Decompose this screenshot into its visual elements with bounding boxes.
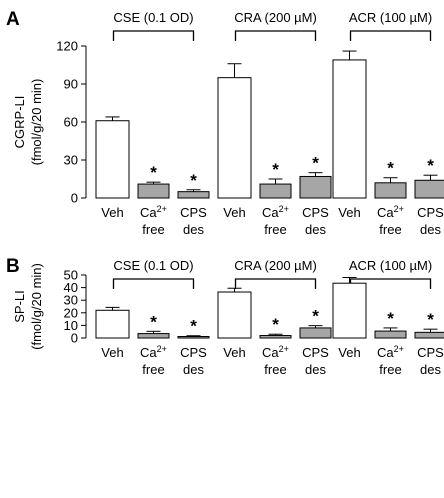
category-label-line2: des xyxy=(305,362,326,377)
panel-label: B xyxy=(6,256,20,277)
y-tick-label: 60 xyxy=(64,115,78,130)
bar xyxy=(217,77,252,199)
significance-mark: * xyxy=(190,171,197,190)
category-label-line2: free xyxy=(379,362,401,377)
category-label: CPS xyxy=(302,205,329,220)
category-label-line2: des xyxy=(420,362,441,377)
category-label: Veh xyxy=(101,345,123,360)
category-label: Veh xyxy=(338,345,360,360)
group-bracket xyxy=(349,30,432,41)
bar xyxy=(332,282,367,339)
category-label: Ca2+ xyxy=(377,344,404,360)
category-label-line2: free xyxy=(142,222,164,237)
group-label: CSE (0.1 OD) xyxy=(113,258,193,273)
category-label: Veh xyxy=(223,205,245,220)
bar xyxy=(95,309,130,339)
category-label: Veh xyxy=(338,205,360,220)
category-label: CPS xyxy=(417,345,444,360)
category-label-line2: free xyxy=(379,222,401,237)
category-label: CPS xyxy=(180,345,207,360)
significance-mark: * xyxy=(150,312,157,331)
group-label: CRA (200 µM) xyxy=(234,10,317,25)
significance-mark: * xyxy=(150,163,157,182)
category-label-line2: des xyxy=(420,222,441,237)
bar-group: CSE (0.1 OD) Veh * Ca2+ free * CPS des xyxy=(95,10,210,237)
y-tick-label: 10 xyxy=(64,318,78,333)
y-tick-label: 30 xyxy=(64,293,78,308)
group-bracket xyxy=(112,278,195,289)
y-axis-label: SP-LI xyxy=(12,290,27,323)
significance-mark: * xyxy=(190,317,197,336)
bar xyxy=(177,335,210,339)
y-tick-label: 0 xyxy=(71,331,78,346)
category-label: Ca2+ xyxy=(262,344,289,360)
y-tick-label: 50 xyxy=(64,268,78,283)
y-axis-unit: (fmol/g/20 min) xyxy=(29,79,44,166)
bar xyxy=(137,333,170,339)
y-tick-label: 0 xyxy=(71,191,78,206)
significance-mark: * xyxy=(387,159,394,178)
group-label: ACR (100 µM) xyxy=(349,10,432,25)
bar xyxy=(95,120,130,199)
y-tick-label: 40 xyxy=(64,280,78,295)
panel-label: A xyxy=(6,9,20,30)
group-bracket xyxy=(112,30,195,41)
bar-group: ACR (100 µM) Veh * Ca2+ free * CPS des xyxy=(332,258,444,377)
category-label: CPS xyxy=(180,205,207,220)
bar-group: CRA (200 µM) Veh * Ca2+ free * CPS des xyxy=(217,10,332,237)
category-label-line2: free xyxy=(142,362,164,377)
category-label-line2: free xyxy=(264,222,286,237)
significance-mark: * xyxy=(387,309,394,328)
bar xyxy=(414,179,444,199)
bar-group: ACR (100 µM) Veh * Ca2+ free * CPS des xyxy=(332,10,444,237)
bar-group: CRA (200 µM) Veh * Ca2+ free * CPS des xyxy=(217,258,332,377)
significance-mark: * xyxy=(427,310,434,329)
category-label-line2: des xyxy=(305,222,326,237)
bar xyxy=(177,191,210,199)
group-label: CSE (0.1 OD) xyxy=(113,10,193,25)
category-label-line2: free xyxy=(264,362,286,377)
bar xyxy=(374,182,407,199)
y-axis-label: CGRP-LI xyxy=(12,96,27,149)
y-tick-label: 120 xyxy=(56,39,78,54)
significance-mark: * xyxy=(272,160,279,179)
significance-mark: * xyxy=(272,315,279,334)
group-label: ACR (100 µM) xyxy=(349,258,432,273)
category-label: Veh xyxy=(223,345,245,360)
panel-a: A 0 30 60 90 120 CGRP-LI (fmol/g/20 min) CSE (0.… xyxy=(6,9,444,237)
bar xyxy=(259,334,292,339)
y-tick-label: 20 xyxy=(64,305,78,320)
y-tick-label: 30 xyxy=(64,153,78,168)
category-label-line2: des xyxy=(183,362,204,377)
category-label-line2: des xyxy=(183,222,204,237)
bar xyxy=(217,291,252,339)
category-label: Veh xyxy=(101,205,123,220)
significance-mark: * xyxy=(312,307,319,326)
category-label: Ca2+ xyxy=(262,204,289,220)
category-label: CPS xyxy=(302,345,329,360)
bar xyxy=(299,327,332,339)
group-label: CRA (200 µM) xyxy=(234,258,317,273)
bar-group: CSE (0.1 OD) Veh * Ca2+ free * CPS des xyxy=(95,258,210,377)
bar xyxy=(374,330,407,339)
bar xyxy=(137,183,170,199)
category-label: Ca2+ xyxy=(140,344,167,360)
bar xyxy=(414,331,444,339)
bar xyxy=(332,59,367,199)
group-bracket xyxy=(234,278,317,289)
y-tick-label: 90 xyxy=(64,77,78,92)
significance-mark: * xyxy=(312,154,319,173)
category-label: Ca2+ xyxy=(377,204,404,220)
significance-mark: * xyxy=(427,156,434,175)
y-axis-unit: (fmol/g/20 min) xyxy=(29,263,44,350)
group-bracket xyxy=(234,30,317,41)
bar xyxy=(259,183,292,199)
bar xyxy=(299,175,332,199)
category-label: CPS xyxy=(417,205,444,220)
category-label: Ca2+ xyxy=(140,204,167,220)
